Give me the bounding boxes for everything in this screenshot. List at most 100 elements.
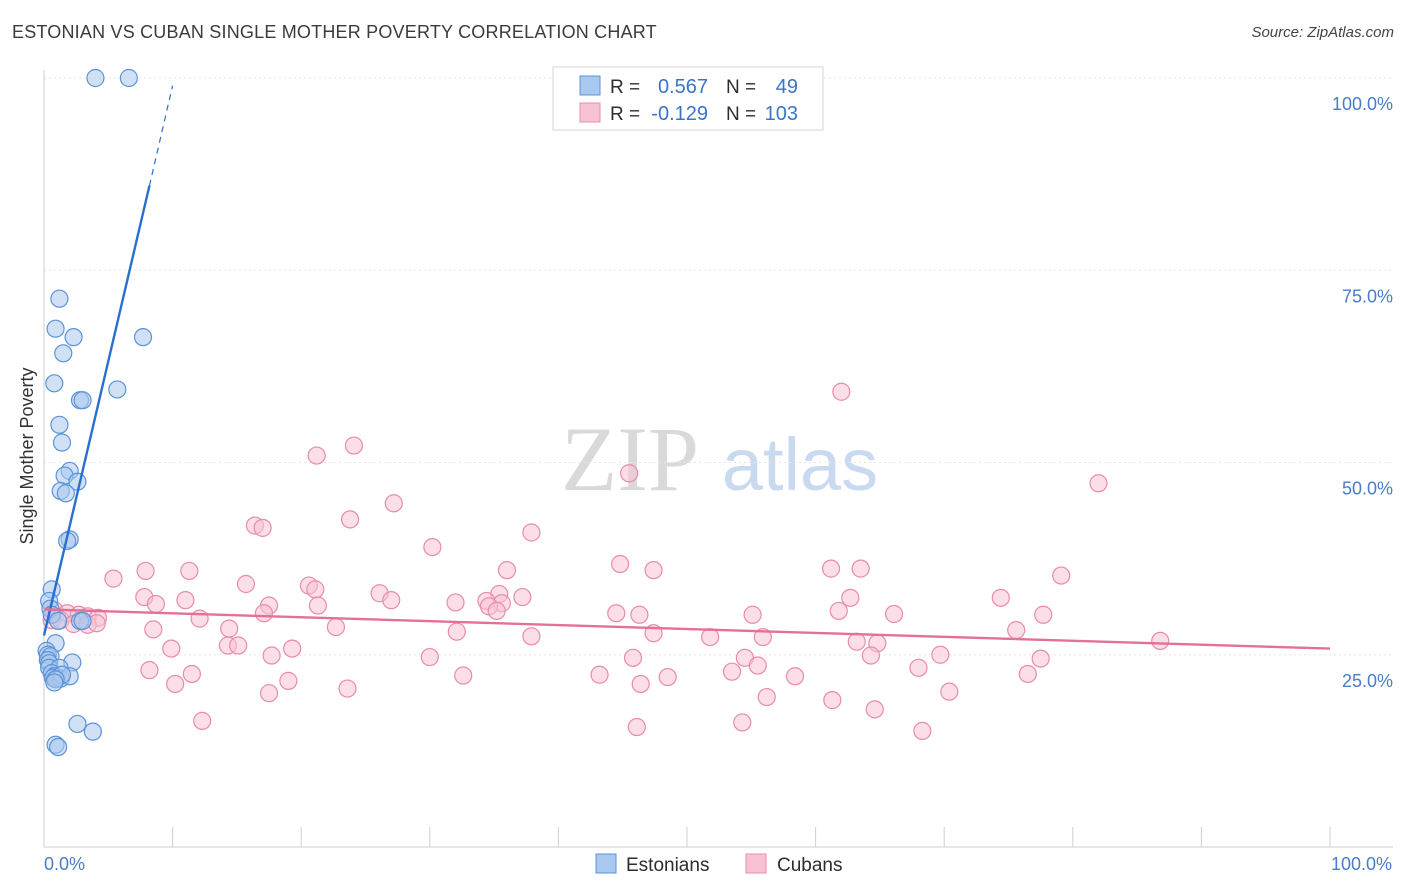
- cuban-point: [1089, 474, 1108, 493]
- cuban-point: [884, 604, 904, 624]
- bottom-legend-label-estonians: Estonians: [626, 855, 709, 876]
- cuban-point: [522, 627, 541, 646]
- axis-layer: 25.0% 50.0% 75.0% 100.0%: [43, 70, 1393, 848]
- watermark-atlas: atlas: [722, 423, 878, 506]
- estonians-trend-extension: [148, 85, 174, 186]
- cuban-point: [283, 639, 302, 658]
- legend-r-label-cubans: R =: [610, 104, 640, 125]
- cuban-point: [446, 593, 465, 612]
- cuban-point: [338, 679, 357, 698]
- cuban-point: [722, 662, 742, 681]
- cuban-point: [180, 561, 199, 581]
- estonian-point: [108, 380, 127, 399]
- cuban-point: [630, 605, 649, 624]
- chart-source: Source: ZipAtlas.com: [1251, 24, 1394, 41]
- x-tick-label-max: 100.0%: [1331, 854, 1392, 874]
- cuban-point: [701, 627, 720, 647]
- cubans-points: [42, 382, 1170, 740]
- cuban-point: [821, 559, 841, 578]
- y-tick-label: 100.0%: [1332, 94, 1393, 114]
- cuban-point: [865, 700, 884, 719]
- estonian-point: [86, 68, 105, 88]
- cuban-point: [308, 596, 328, 615]
- cuban-point: [851, 559, 870, 578]
- cuban-point: [253, 518, 272, 537]
- cuban-point: [146, 594, 165, 614]
- cuban-point: [182, 664, 201, 684]
- cuban-point: [140, 661, 159, 680]
- cuban-point: [340, 510, 360, 529]
- cuban-point: [104, 569, 123, 588]
- estonians-trend-line: [42, 185, 151, 636]
- watermark-zip: ZIP: [561, 408, 699, 510]
- estonian-point: [45, 374, 64, 393]
- cuban-point: [344, 436, 364, 455]
- estonians-points: [37, 68, 153, 757]
- bottom-legend-label-cubans: Cubans: [777, 855, 843, 876]
- cuban-point: [229, 636, 248, 655]
- cuban-point: [913, 721, 932, 740]
- estonian-point: [133, 328, 153, 347]
- cuban-point: [909, 658, 928, 677]
- legend-r-label-estonians: R =: [610, 77, 640, 98]
- legend-n-label-estonians: N =: [726, 77, 756, 98]
- legend-n-value-estonians: 49: [776, 76, 798, 98]
- cuban-point: [607, 604, 626, 623]
- estonian-point: [68, 714, 87, 734]
- cuban-point: [757, 687, 776, 707]
- cuban-point: [193, 711, 212, 730]
- estonian-point: [64, 328, 83, 347]
- legend-n-label-cubans: N =: [726, 104, 756, 125]
- estonian-point: [50, 289, 69, 308]
- cuban-point: [841, 588, 860, 607]
- cuban-point: [785, 667, 805, 686]
- cuban-point: [447, 622, 466, 641]
- cuban-point: [423, 537, 442, 557]
- estonian-point: [73, 611, 92, 631]
- estonian-point: [83, 722, 102, 741]
- estonian-point: [49, 611, 68, 631]
- trend-layer: [42, 85, 1331, 650]
- y-tick-label: 75.0%: [1342, 286, 1393, 306]
- y-tick-label: 50.0%: [1342, 479, 1393, 499]
- cuban-point: [259, 684, 279, 703]
- cuban-point: [306, 580, 325, 599]
- cuban-point: [487, 601, 506, 621]
- cuban-point: [190, 609, 209, 628]
- cuban-point: [832, 382, 851, 401]
- estonian-point: [52, 433, 72, 452]
- cuban-point: [748, 656, 767, 675]
- cuban-point: [644, 561, 663, 580]
- cuban-point: [611, 554, 630, 574]
- cuban-point: [829, 601, 848, 621]
- legend-swatch-estonians: [579, 75, 601, 96]
- cuban-point: [144, 620, 163, 639]
- cuban-point: [1052, 566, 1071, 585]
- cuban-point: [590, 665, 609, 684]
- cuban-point: [658, 667, 677, 687]
- chart-title: ESTONIAN VS CUBAN SINGLE MOTHER POVERTY …: [12, 22, 657, 42]
- grid-layer: [44, 77, 1393, 656]
- cuban-point: [307, 446, 326, 465]
- cubans-trend-line: [43, 608, 1331, 650]
- cuban-point: [1018, 664, 1037, 684]
- cuban-point: [631, 674, 650, 694]
- stats-legend: R = 0.567 N = 49 R = -0.129 N = 103: [552, 66, 824, 131]
- cuban-point: [166, 674, 185, 694]
- cuban-point: [627, 717, 646, 737]
- legend-n-value-cubans: 103: [765, 103, 798, 125]
- cuban-point: [279, 671, 298, 690]
- cuban-point: [522, 523, 541, 542]
- cuban-point: [136, 561, 155, 581]
- estonian-point: [50, 415, 69, 434]
- estonian-point: [119, 68, 138, 88]
- cuban-point: [382, 591, 401, 610]
- cuban-point: [823, 691, 842, 710]
- cuban-point: [743, 605, 762, 624]
- series-legend: Estonians Cubans: [595, 853, 843, 876]
- cuban-point: [326, 617, 346, 637]
- estonian-point: [46, 319, 65, 338]
- cuban-point: [1034, 605, 1053, 624]
- cuban-point: [176, 591, 195, 610]
- cuban-point: [861, 646, 880, 665]
